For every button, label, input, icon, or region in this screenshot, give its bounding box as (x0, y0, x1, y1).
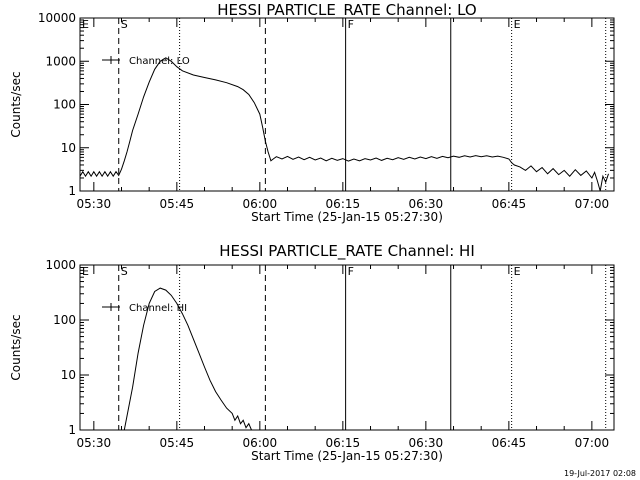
y-tick-label: 10 (61, 368, 76, 382)
x-tick-label: 06:30 (409, 436, 444, 450)
event-marker-label: E (514, 18, 521, 31)
y-tick-label: 1000 (45, 258, 76, 272)
chart-title: HESSI PARTICLE_RATE Channel: LO (217, 1, 476, 20)
x-tick-label: 06:45 (492, 436, 527, 450)
x-tick-label: 05:45 (160, 197, 195, 211)
y-axis-label: Counts/sec (9, 314, 23, 380)
data-series-line (123, 287, 252, 431)
y-tick-label: 1 (68, 184, 76, 198)
x-tick-label: 05:30 (77, 436, 112, 450)
footer-timestamp: 19-Jul-2017 02:08 (564, 469, 636, 478)
x-tick-label: 06:15 (326, 197, 361, 211)
x-tick-label: 05:45 (160, 436, 195, 450)
legend-label: Channel: HI (129, 303, 187, 314)
y-tick-label: 1 (68, 423, 76, 437)
event-marker-label: E (514, 265, 521, 278)
data-series-line (79, 57, 609, 192)
y-tick-label: 100 (53, 313, 76, 327)
x-tick-label: 06:00 (243, 436, 278, 450)
x-axis-label: Start Time (25-Jan-15 05:27:30) (251, 210, 443, 224)
x-tick-label: 06:00 (243, 197, 278, 211)
y-axis-label: Counts/sec (9, 71, 23, 137)
event-marker-label: F (348, 265, 354, 278)
x-tick-label: 06:45 (492, 197, 527, 211)
event-marker-label: S (121, 265, 128, 278)
x-tick-label: 06:30 (409, 197, 444, 211)
y-tick-label: 1000 (45, 54, 76, 68)
x-tick-label: 07:00 (575, 436, 610, 450)
x-tick-label: 07:00 (575, 197, 610, 211)
plot-frame (79, 17, 615, 192)
event-marker-label: F (348, 18, 354, 31)
event-marker-label: E (82, 18, 89, 31)
x-tick-label: 06:15 (326, 436, 361, 450)
plot-frame (79, 264, 615, 431)
event-marker-label: E (82, 265, 89, 278)
y-tick-label: 10000 (38, 11, 76, 25)
legend-label: Channel: LO (129, 56, 190, 67)
event-marker-label: S (121, 18, 128, 31)
y-tick-label: 10 (61, 141, 76, 155)
chart-title: HESSI PARTICLE_RATE Channel: HI (219, 242, 475, 261)
y-tick-label: 100 (53, 98, 76, 112)
x-axis-label: Start Time (25-Jan-15 05:27:30) (251, 449, 443, 463)
x-tick-label: 05:30 (77, 197, 112, 211)
